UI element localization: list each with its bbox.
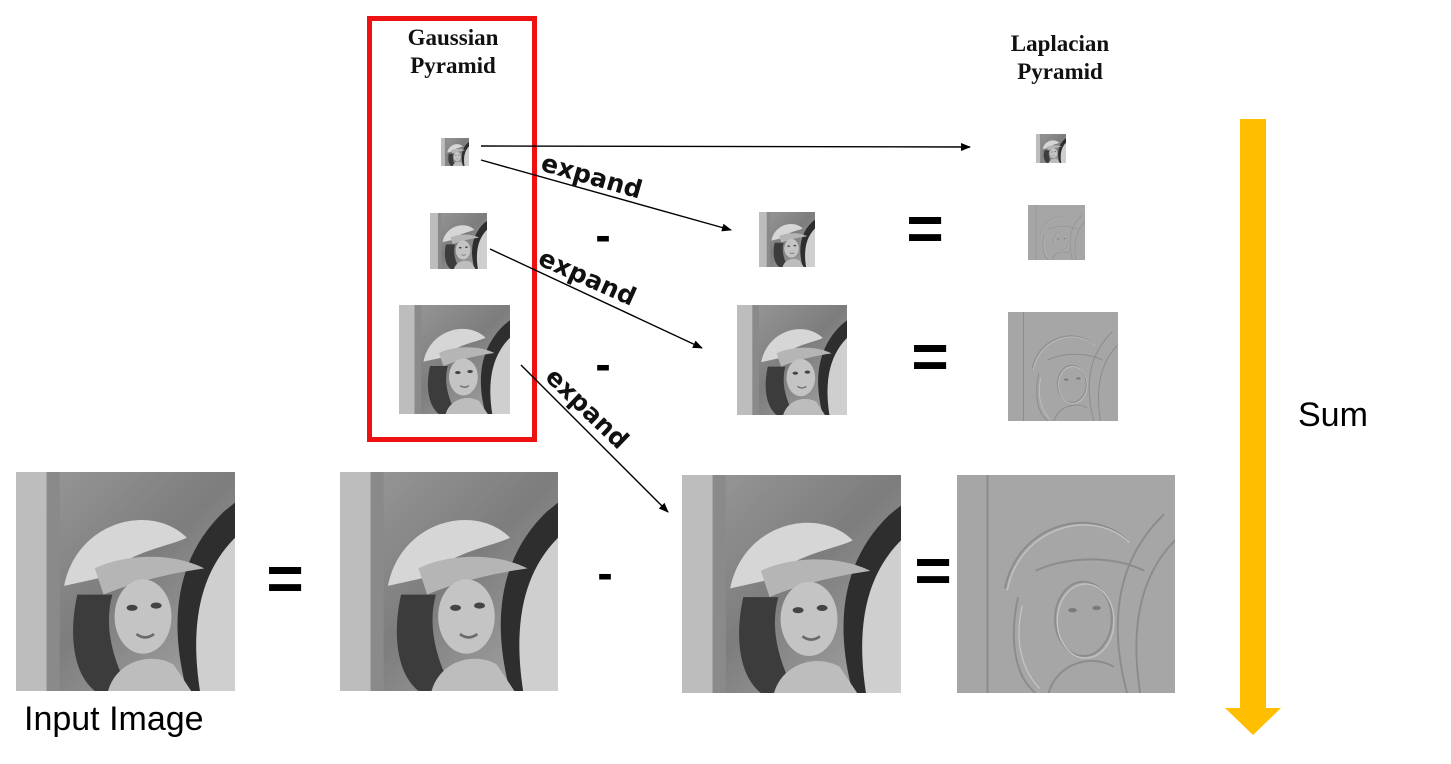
- equals-sign-input-text: =: [266, 542, 304, 614]
- equals-sign-level-2: =: [900, 196, 950, 260]
- laplacian-pyramid-title-text: Laplacian Pyramid: [1010, 31, 1110, 84]
- minus-sign-level-2-text: -: [595, 209, 611, 261]
- equals-sign-level-0-text: =: [914, 534, 952, 606]
- sum-label: Sum: [1298, 396, 1368, 435]
- equals-sign-level-1: =: [905, 324, 955, 388]
- minus-sign-level-0: -: [592, 550, 618, 596]
- gaussian-pyramid-title: Gaussian Pyramid: [372, 24, 534, 80]
- equals-sign-level-2-text: =: [906, 192, 944, 264]
- equals-sign-input: =: [260, 546, 310, 610]
- minus-sign-level-1-text: -: [595, 338, 611, 390]
- gaussian-pyramid-highlight-box: [367, 16, 537, 442]
- expand-arrow-level-3: [480, 159, 732, 232]
- gaussian-pyramid-title-text: Gaussian Pyramid: [407, 25, 499, 78]
- copy-top-level-arrow: [480, 142, 971, 151]
- expand-arrow-level-1: [520, 364, 669, 513]
- minus-sign-level-1: -: [590, 341, 616, 387]
- equals-sign-level-1-text: =: [911, 320, 949, 392]
- minus-sign-level-2: -: [590, 212, 616, 258]
- sum-arrow-shaft: [1240, 119, 1266, 711]
- equals-sign-level-0: =: [908, 538, 958, 602]
- input-image-caption: Input Image: [24, 700, 204, 739]
- expand-arrow-level-2: [489, 248, 703, 349]
- sum-arrow-head: [1225, 708, 1281, 735]
- sum-label-text: Sum: [1298, 396, 1368, 434]
- laplacian-pyramid-title: Laplacian Pyramid: [980, 30, 1140, 86]
- minus-sign-level-0-text: -: [597, 547, 613, 599]
- input-image-caption-text: Input Image: [24, 700, 204, 738]
